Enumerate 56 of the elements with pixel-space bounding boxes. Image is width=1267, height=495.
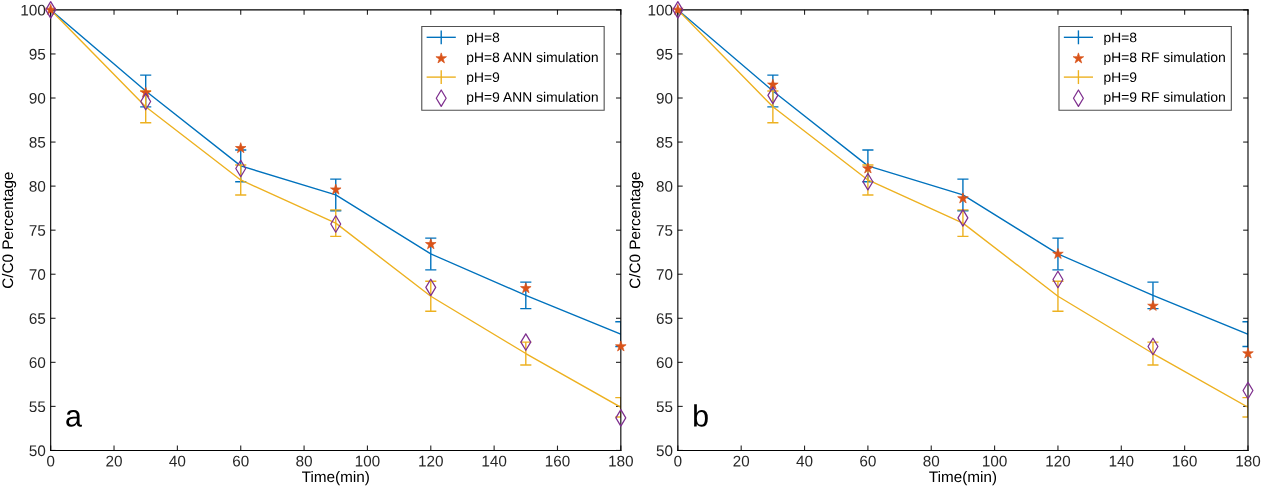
y-tick-label: 100 bbox=[648, 4, 673, 16]
y-tick-label: 90 bbox=[656, 92, 673, 104]
x-tick-label: 180 bbox=[1236, 455, 1261, 467]
legend-label: pH=8 ANN simulation bbox=[467, 52, 598, 65]
y-tick-label: 55 bbox=[656, 401, 673, 413]
y-tick-label: 100 bbox=[21, 4, 46, 16]
x-tick-label: 180 bbox=[609, 455, 633, 467]
y-tick-label: 55 bbox=[29, 401, 46, 413]
x-tick-label: 140 bbox=[482, 455, 507, 467]
y-tick-label: 60 bbox=[656, 357, 673, 369]
y-tick-label: 95 bbox=[656, 48, 673, 60]
y-axis-title: C/C0 Percentage bbox=[1, 172, 17, 288]
x-tick-label: 80 bbox=[923, 455, 940, 467]
x-tick-label: 0 bbox=[674, 455, 682, 467]
y-tick-label: 85 bbox=[29, 136, 46, 148]
y-tick-label: 95 bbox=[29, 48, 46, 60]
x-tick-label: 100 bbox=[983, 455, 1007, 467]
y-tick-label: 65 bbox=[656, 313, 673, 324]
x-tick-label: 60 bbox=[233, 455, 249, 467]
x-tick-label: 120 bbox=[419, 455, 443, 467]
x-tick-label: 40 bbox=[169, 455, 186, 467]
x-axis-title: Time(min) bbox=[929, 470, 997, 486]
x-tick-label: 60 bbox=[860, 455, 876, 467]
legend-label: pH=9 bbox=[1104, 72, 1137, 85]
y-tick-label: 60 bbox=[29, 357, 46, 369]
x-axis-title: Time(min) bbox=[302, 470, 369, 486]
annotation: a bbox=[66, 410, 82, 427]
legend-label: pH=9 RF simulation bbox=[1104, 91, 1225, 105]
y-tick-label: 70 bbox=[656, 269, 673, 280]
x-tick-label: 0 bbox=[47, 455, 55, 467]
y-tick-label: 90 bbox=[29, 92, 46, 104]
y-tick-label: 50 bbox=[656, 445, 673, 457]
x-tick-label: 160 bbox=[1173, 455, 1197, 467]
x-tick-label: 120 bbox=[1046, 455, 1071, 467]
annotation: b bbox=[694, 404, 708, 427]
legend-label: pH=9 bbox=[467, 72, 500, 85]
y-tick-label: 80 bbox=[29, 180, 46, 192]
legend-label: pH=9 ANN simulation bbox=[467, 91, 598, 105]
y-tick-label: 80 bbox=[656, 180, 673, 192]
y-tick-label: 70 bbox=[29, 269, 46, 280]
x-tick-label: 160 bbox=[545, 455, 570, 467]
x-tick-label: 140 bbox=[1109, 455, 1134, 467]
legend-label: pH=8 RF simulation bbox=[1104, 52, 1225, 65]
legend-label: pH=8 bbox=[467, 32, 500, 46]
y-tick-label: 75 bbox=[656, 225, 673, 236]
y-tick-label: 85 bbox=[656, 136, 673, 148]
x-tick-label: 80 bbox=[296, 455, 312, 467]
x-tick-label: 20 bbox=[733, 455, 750, 467]
x-tick-label: 100 bbox=[355, 455, 380, 467]
legend-label: pH=8 bbox=[1104, 32, 1137, 46]
y-tick-label: 50 bbox=[29, 445, 46, 457]
y-axis-title: C/C0 Percentage bbox=[629, 172, 644, 288]
x-tick-label: 40 bbox=[796, 455, 813, 467]
y-tick-label: 65 bbox=[29, 313, 46, 324]
y-tick-label: 75 bbox=[29, 225, 46, 236]
x-tick-label: 20 bbox=[106, 455, 122, 467]
